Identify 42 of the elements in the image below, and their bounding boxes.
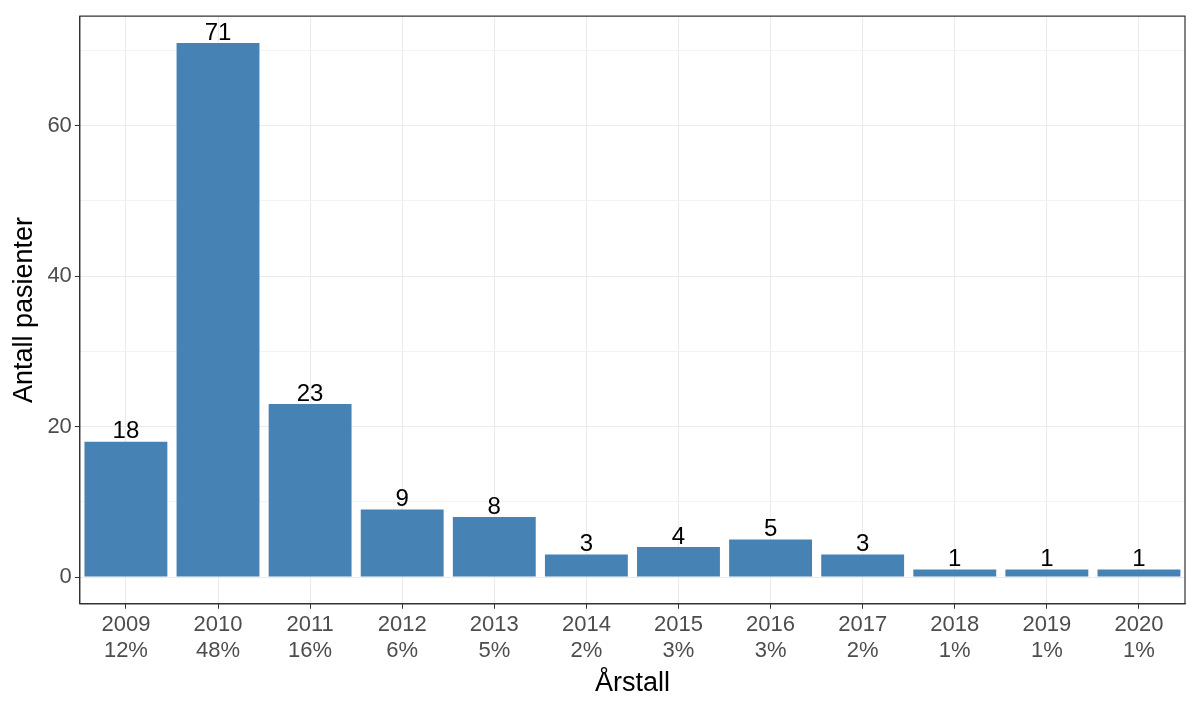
x-tick-label: 2020 1%	[1114, 611, 1164, 663]
x-tick-label: 2014 2%	[561, 611, 611, 663]
data-label: 3	[579, 529, 594, 557]
x-tick-label: 2017 2%	[838, 611, 888, 663]
bar	[821, 554, 905, 577]
bar	[729, 539, 813, 577]
x-tick-label: 2018 1%	[930, 611, 980, 663]
x-tick-label: 2019 1%	[1022, 611, 1072, 663]
y-tick-label: 60	[47, 111, 72, 137]
data-label: 5	[763, 514, 778, 542]
bar	[176, 42, 260, 577]
y-axis-title: Antall pasienter	[7, 216, 38, 404]
data-label: 4	[671, 521, 686, 549]
data-label: 1	[1040, 544, 1054, 572]
data-label: 1	[948, 544, 962, 572]
bar	[637, 547, 720, 577]
x-tick-label: 2015 3%	[654, 611, 703, 663]
bar	[1097, 569, 1181, 577]
bar	[913, 569, 997, 577]
bar	[84, 441, 168, 577]
x-axis-title: Årstall	[594, 666, 670, 698]
x-tick-label: 2012 6%	[377, 611, 427, 663]
bar	[544, 554, 628, 577]
data-label: 23	[296, 378, 324, 406]
y-tick-label: 20	[47, 412, 72, 438]
bar	[452, 516, 536, 577]
bar	[360, 509, 444, 577]
x-tick-label: 2011 16%	[286, 611, 334, 663]
y-tick-label: 40	[47, 262, 72, 288]
x-tick-label: 2010 48%	[193, 611, 243, 663]
data-label: 9	[395, 484, 409, 511]
x-tick-label: 2013 5%	[469, 611, 519, 663]
bar	[1005, 569, 1089, 577]
data-label: 18	[112, 416, 140, 444]
data-label: 1	[1132, 544, 1146, 572]
data-label: 3	[855, 529, 870, 557]
y-tick-label: 0	[59, 563, 72, 589]
x-tick-label: 2016 3%	[746, 611, 796, 663]
bar	[268, 404, 352, 577]
data-label: 71	[204, 17, 232, 45]
x-tick-label: 2009 12%	[101, 611, 151, 663]
data-label: 8	[487, 491, 501, 519]
